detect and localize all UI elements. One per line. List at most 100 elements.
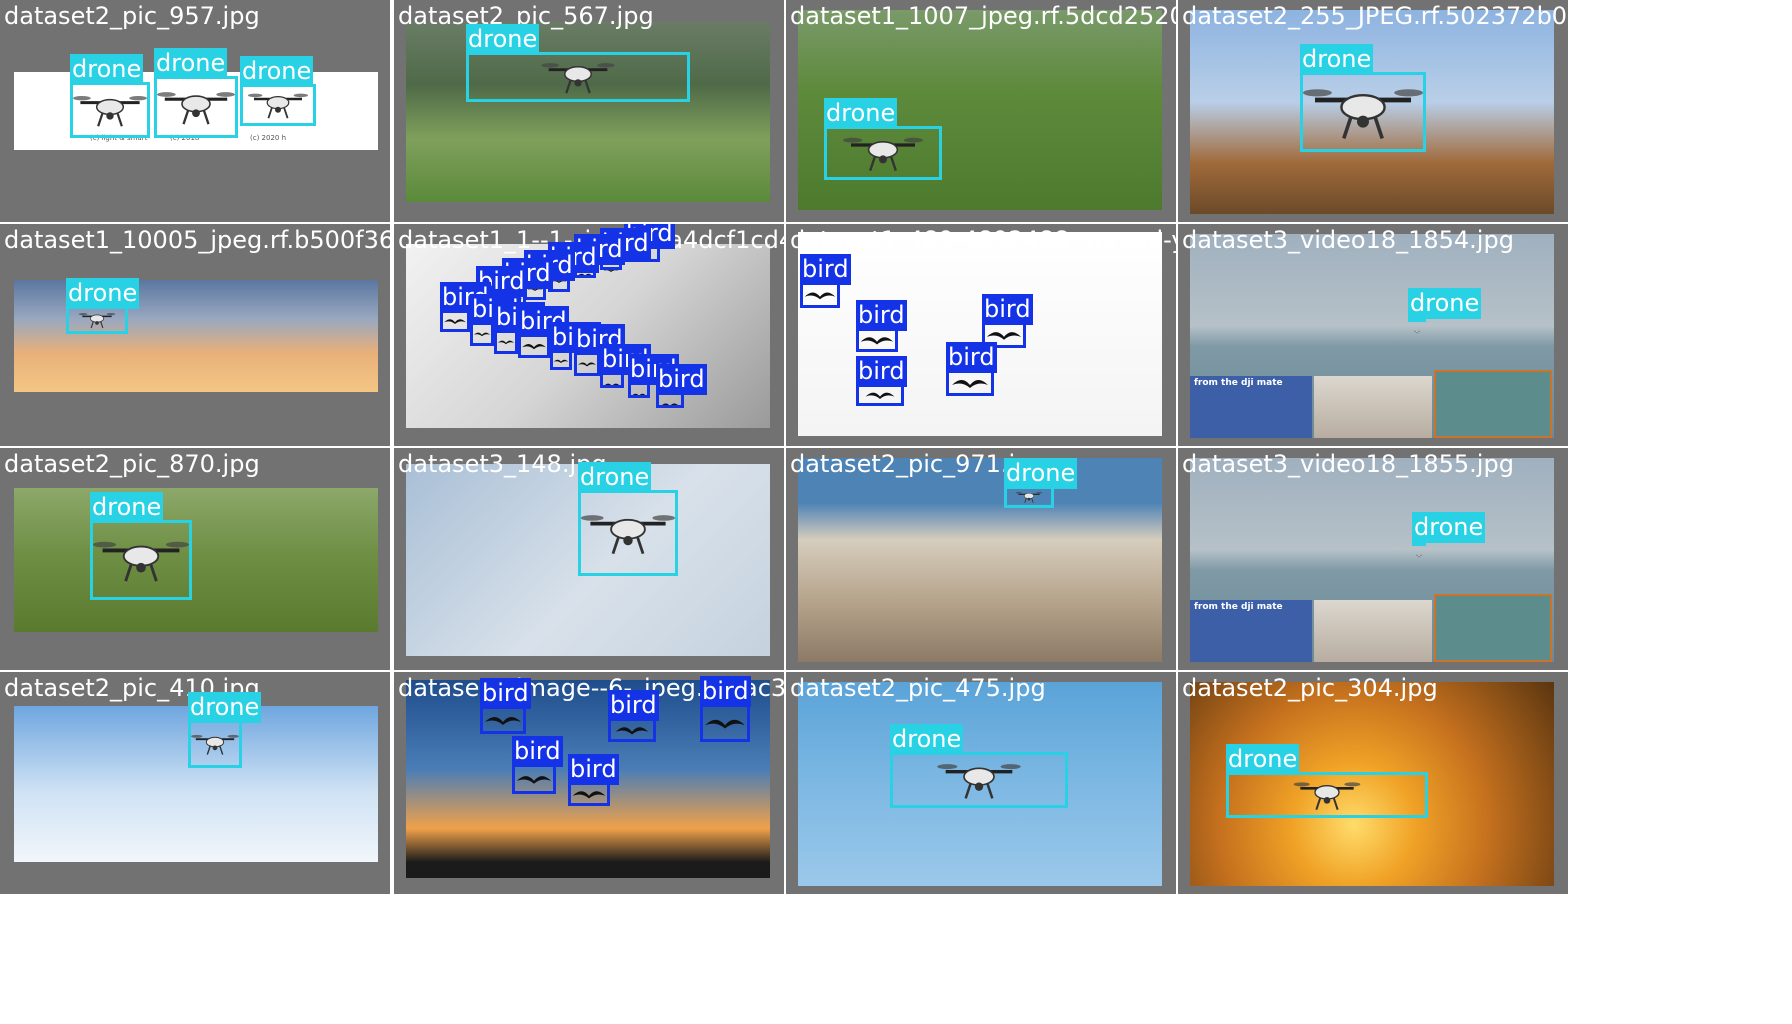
- drone-subject: [469, 55, 687, 99]
- class-label: drone: [1300, 44, 1374, 75]
- class-label: bird: [856, 356, 907, 387]
- class-label: bird: [608, 690, 659, 721]
- bird-subject: [603, 375, 621, 388]
- bird-icon: [516, 776, 552, 784]
- bird-bounding-box: bird: [494, 302, 545, 354]
- drone-subject: [581, 493, 675, 573]
- drone-bounding-box: drone: [1226, 744, 1428, 818]
- bird-icon: [865, 392, 895, 399]
- drone-subject: [1411, 319, 1423, 334]
- image-filename: dataset1_10005_jpeg.rf.b500f36097a92951: [4, 226, 390, 254]
- overlay-text: from the dji mate: [1194, 378, 1283, 388]
- result-tile: dataset1_489-4892488_spread-your-wingsbi…: [786, 224, 1176, 446]
- drone-bounding-box: drone: [466, 24, 690, 102]
- drone-icon: [157, 92, 235, 125]
- bird-subject: [859, 331, 895, 349]
- drone-subject: [157, 79, 235, 135]
- drone-icon: [1413, 330, 1421, 334]
- bird-subject: [703, 707, 747, 739]
- class-label: drone: [70, 54, 144, 85]
- image-filename: dataset1_489-4892488_spread-your-wings: [790, 226, 1176, 254]
- bird-icon: [578, 362, 596, 367]
- image-filename: dataset3_video18_1855.jpg: [1182, 450, 1514, 478]
- overlay-text: from the dji mate: [1194, 602, 1283, 612]
- result-tile: dataset2_pic_475.jpg drone: [786, 672, 1176, 894]
- class-label: drone: [890, 724, 964, 755]
- result-tile: dataset2_pic_567.jpg drone: [394, 0, 784, 222]
- bird-subject: [611, 721, 653, 739]
- image-caption: (c) 2020 h: [250, 134, 287, 142]
- bird-icon: [615, 727, 649, 735]
- bird-icon: [804, 292, 836, 300]
- drone-subject: [1303, 75, 1423, 149]
- bird-bounding-box: bird: [856, 300, 907, 352]
- class-label: bird: [700, 676, 751, 707]
- bird-subject: [553, 353, 569, 367]
- bird-bounding-box: bird: [518, 306, 569, 358]
- result-tile: dataset2_pic_870.jpg drone: [0, 448, 390, 670]
- bird-icon: [661, 403, 679, 408]
- drone-subject: [69, 309, 125, 331]
- class-label: bird: [512, 736, 563, 767]
- drone-icon: [1015, 491, 1043, 503]
- class-label: drone: [1408, 288, 1482, 319]
- drone-subject: [1415, 543, 1423, 558]
- image-filename: dataset3_148.jpg: [398, 450, 607, 478]
- bird-icon: [860, 337, 894, 345]
- drone-icon: [581, 515, 675, 555]
- drone-bounding-box: drone: [578, 462, 678, 576]
- bird-subject: [949, 373, 991, 393]
- class-label: drone: [578, 462, 652, 493]
- drone-bounding-box: drone: [154, 48, 238, 138]
- photo: [406, 464, 770, 656]
- bird-icon: [986, 332, 1022, 340]
- bird-icon: [473, 332, 491, 337]
- drone-bounding-box: drone: [1408, 288, 1482, 322]
- class-label: drone: [240, 56, 314, 87]
- video-inset-panel: [1434, 594, 1552, 662]
- drone-icon: [93, 541, 189, 582]
- bird-icon: [497, 340, 515, 345]
- image-filename: dataset1_1007_jpeg.rf.5dcd2520afca8862e2: [790, 2, 1176, 30]
- class-label: drone: [154, 48, 228, 79]
- drone-bounding-box: drone: [188, 692, 262, 768]
- class-label: drone: [824, 98, 898, 129]
- bird-icon: [577, 273, 593, 277]
- drone-bounding-box: drone: [90, 492, 192, 600]
- bird-icon: [522, 344, 546, 350]
- result-tile: dataset3_148.jpg drone: [394, 448, 784, 670]
- drone-icon: [937, 764, 1021, 799]
- bird-subject: [659, 395, 681, 408]
- bird-bounding-box: bird: [600, 344, 651, 388]
- bird-bounding-box: bird: [574, 324, 625, 376]
- bird-subject: [497, 333, 515, 351]
- bird-bounding-box: bird: [440, 282, 491, 332]
- bird-subject: [521, 337, 547, 355]
- drone-icon: [78, 313, 116, 329]
- class-label: drone: [90, 492, 164, 523]
- bird-bounding-box: bird: [608, 690, 659, 742]
- video-inset-panel: [1434, 370, 1552, 438]
- drone-subject: [191, 723, 239, 765]
- drone-subject: [73, 85, 147, 135]
- class-label: bird: [568, 754, 619, 785]
- class-label: bird: [856, 300, 907, 331]
- class-label: drone: [66, 278, 140, 309]
- result-tile: dataset1_10005_jpeg.rf.b500f36097a92951d…: [0, 224, 390, 446]
- drone-bounding-box: drone: [890, 724, 1068, 808]
- class-label: bird: [982, 294, 1033, 325]
- drone-icon: [1293, 782, 1361, 810]
- bird-bounding-box: bird: [628, 354, 679, 398]
- bird-subject: [803, 285, 837, 305]
- drone-subject: [93, 523, 189, 597]
- drone-subject: [243, 87, 313, 123]
- drone-subject: [1229, 775, 1425, 815]
- class-label: drone: [466, 24, 540, 55]
- bird-bounding-box: bird: [568, 754, 619, 806]
- result-tile: dataset2_pic_304.jpg drone: [1178, 672, 1568, 894]
- photo: [798, 232, 1162, 436]
- bird-bounding-box: bird: [512, 736, 563, 794]
- result-tile: from the dji mate dataset3_video18_1854.j…: [1178, 224, 1568, 446]
- class-label: bird: [480, 678, 531, 709]
